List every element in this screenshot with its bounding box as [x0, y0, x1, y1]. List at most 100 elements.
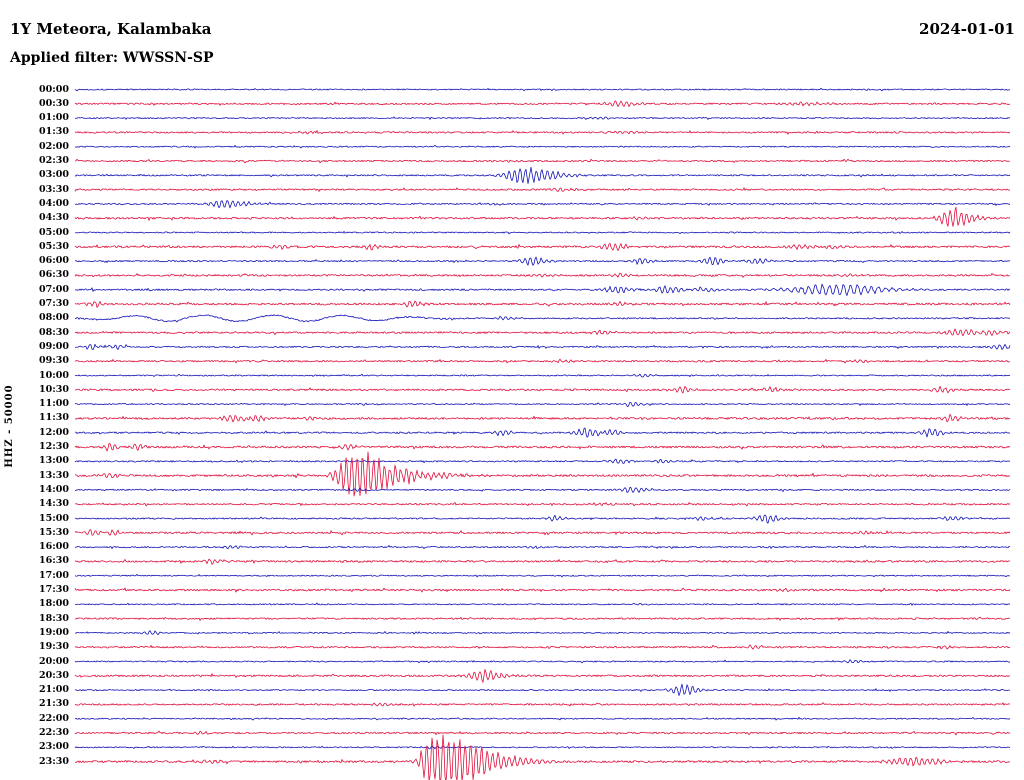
seismogram-trace-row	[74, 242, 1011, 251]
seismogram-trace-row	[75, 734, 1011, 780]
seismogram-trace-row	[74, 373, 1011, 378]
seismogram-trace-row	[74, 166, 1011, 185]
seismogram-trace-row	[74, 358, 1011, 364]
time-label: 23:30	[39, 755, 69, 767]
time-label: 13:30	[39, 469, 69, 481]
seismogram-trace-row	[74, 116, 1011, 120]
seismogram-trace-row	[74, 668, 1011, 683]
seismogram-trace-row	[74, 451, 1011, 497]
time-label: 06:30	[39, 269, 69, 281]
seismogram-trace-row	[74, 486, 1011, 493]
time-label: 17:00	[39, 569, 69, 581]
time-label: 18:00	[39, 598, 69, 610]
time-label: 22:00	[39, 712, 69, 724]
seismogram-trace-row	[74, 343, 1011, 351]
seismogram-trace-row	[74, 100, 1011, 107]
time-label: 07:30	[39, 298, 69, 309]
seismogram-trace-row	[74, 529, 1011, 536]
seismogram-trace-row	[74, 256, 1011, 266]
time-label: 11:00	[39, 398, 69, 410]
time-label: 19:30	[39, 641, 69, 653]
seismogram-trace-row	[74, 716, 1011, 721]
time-label: 16:30	[39, 555, 69, 567]
seismogram-trace-row	[74, 545, 1011, 550]
filter-label: Applied filter: WWSSN-SP	[10, 50, 214, 66]
time-label: 15:30	[39, 526, 69, 538]
seismogram-trace-row	[74, 443, 1011, 452]
time-label: 23:00	[39, 741, 69, 753]
seismogram-trace-row	[74, 385, 1011, 394]
seismogram-trace-row	[74, 158, 1011, 164]
time-label: 05:30	[39, 240, 69, 252]
seismogram-trace-row	[74, 200, 1011, 209]
time-label: 12:00	[39, 426, 69, 438]
time-label: 15:00	[39, 512, 69, 524]
time-label: 02:00	[39, 140, 69, 152]
seismogram-trace-row	[74, 574, 1011, 578]
time-label: 21:00	[39, 684, 69, 696]
seismogram-trace-row	[74, 514, 1011, 524]
time-label: 13:00	[39, 455, 69, 467]
station-title: 1Y Meteora, Kalambaka	[10, 20, 212, 38]
time-label: 06:00	[39, 255, 69, 267]
time-label: 03:00	[39, 169, 69, 181]
time-label: 11:30	[39, 412, 69, 424]
time-label: 22:30	[39, 727, 69, 738]
seismogram-trace-row	[74, 144, 1011, 149]
time-label: 08:00	[39, 312, 69, 324]
time-label: 09:00	[39, 340, 69, 352]
seismogram-trace-row	[74, 659, 1011, 664]
seismogram-trace-row	[74, 87, 1011, 92]
seismogram-trace-row	[74, 130, 1011, 135]
time-label: 19:00	[39, 626, 69, 638]
seismogram-trace-row	[74, 683, 1011, 696]
time-label: 16:00	[39, 541, 69, 553]
time-axis: 00:00 00:30 01:00 01:30 02:00 02:30 03:00 03:30…	[0, 0, 72, 780]
time-label: 08:30	[39, 326, 69, 338]
seismogram-trace-row	[74, 616, 1011, 621]
seismogram-trace-row	[74, 206, 1011, 227]
time-label: 05:00	[39, 226, 69, 238]
seismogram-trace-row	[74, 187, 1011, 192]
time-label: 10:30	[39, 383, 69, 395]
time-label: 18:30	[39, 612, 69, 624]
time-label: 21:30	[39, 698, 69, 710]
seismogram-trace-row	[74, 502, 1011, 507]
time-label: 10:00	[39, 369, 69, 381]
seismogram-trace-row	[74, 602, 1011, 606]
seismogram-trace-row	[74, 283, 1011, 296]
time-label: 03:30	[39, 183, 69, 195]
time-label: 17:30	[39, 584, 69, 595]
seismogram-trace-row	[74, 745, 1011, 750]
seismogram-trace-row	[74, 630, 1011, 636]
time-label: 04:30	[39, 212, 69, 224]
time-label: 20:00	[39, 655, 69, 667]
seismogram-trace-row	[74, 413, 1011, 423]
seismogram-trace-row	[74, 401, 1011, 408]
time-label: 00:00	[39, 83, 69, 95]
time-label: 01:00	[39, 112, 69, 124]
seismogram-trace-row	[74, 300, 1011, 308]
time-label: 14:00	[39, 483, 69, 495]
seismogram-trace-row	[74, 314, 1011, 323]
time-label: 12:30	[39, 441, 69, 452]
seismogram-trace-row	[74, 458, 1011, 464]
seismogram-trace-row	[74, 587, 1011, 593]
seismogram-trace-row	[74, 427, 1011, 438]
date-label: 2024-01-01	[919, 20, 1015, 38]
time-label: 09:30	[39, 355, 69, 367]
seismogram-trace-row	[74, 702, 1011, 707]
time-label: 14:30	[39, 498, 69, 510]
seismogram-trace-row	[74, 730, 1011, 736]
time-label: 01:30	[39, 126, 69, 138]
time-label: 07:00	[39, 283, 69, 295]
time-label: 04:00	[39, 197, 69, 209]
seismogram-trace-row	[74, 644, 1011, 650]
seismogram-trace-row	[74, 272, 1011, 278]
time-label: 20:30	[39, 669, 69, 681]
time-label: 00:30	[39, 97, 69, 109]
seismogram-trace-row	[74, 558, 1011, 565]
seismogram-trace-row	[74, 328, 1011, 337]
